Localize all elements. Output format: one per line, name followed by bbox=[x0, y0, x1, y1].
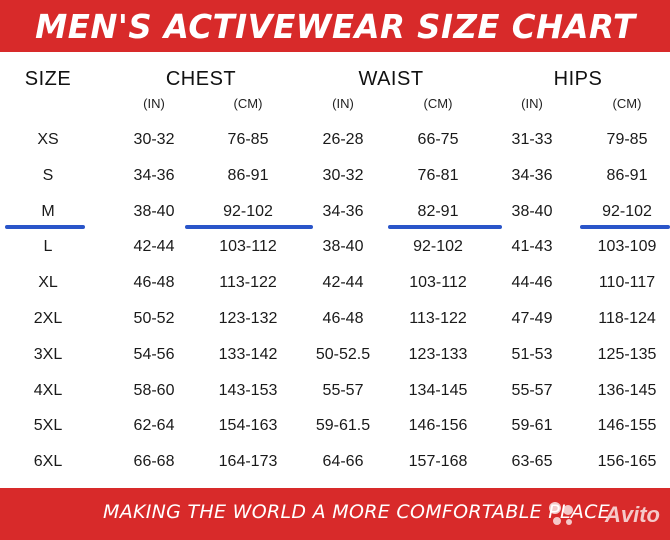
measurement-cell: 79-85 bbox=[606, 131, 648, 148]
measurement-cell: 63-65 bbox=[511, 453, 553, 471]
measurement-cell: 34-36 bbox=[133, 166, 175, 184]
highlight-underline bbox=[388, 225, 502, 229]
unit-label: (IN) bbox=[521, 96, 543, 111]
measurement-cell: 66-75 bbox=[417, 131, 459, 148]
unit-label: (CM) bbox=[233, 96, 263, 111]
measurement-cell: 50-52 bbox=[133, 310, 175, 327]
measurement-cell: 134-145 bbox=[408, 381, 468, 399]
measurement-cell: 55-57 bbox=[322, 381, 364, 399]
measurement-cell: 44-46 bbox=[511, 274, 553, 292]
measurement-cell: 76-81 bbox=[417, 166, 459, 184]
measurement-cell: 92-102 bbox=[223, 202, 273, 220]
measurement-cell: 123-132 bbox=[218, 310, 278, 327]
footer-banner: MAKING THE WORLD A MORE COMFORTABLE PLAC… bbox=[0, 488, 670, 540]
unit-label: (IN) bbox=[332, 96, 354, 111]
highlight-underline bbox=[5, 225, 85, 229]
tagline: MAKING THE WORLD A MORE COMFORTABLE PLAC… bbox=[103, 501, 611, 523]
measurement-cell: 82-91 bbox=[417, 202, 459, 220]
size-cell: 2XL bbox=[33, 310, 63, 327]
measurement-cell: 66-68 bbox=[133, 453, 175, 471]
size-cell: L bbox=[43, 238, 53, 256]
measurement-cell: 156-165 bbox=[597, 453, 657, 471]
measurement-cell: 143-153 bbox=[218, 381, 278, 399]
watermark-text: Avito bbox=[605, 502, 660, 527]
highlight-underline bbox=[580, 225, 670, 229]
measurement-cell: 42-44 bbox=[133, 238, 175, 256]
measurement-cell: 42-44 bbox=[322, 274, 364, 292]
measurement-cell: 50-52.5 bbox=[315, 345, 371, 363]
measurement-cell: 47-49 bbox=[511, 310, 553, 327]
measurement-cell: 92-102 bbox=[413, 238, 463, 256]
measurement-cell: 58-60 bbox=[133, 381, 175, 399]
measurement-cell: 113-122 bbox=[409, 310, 467, 327]
measurement-cell: 86-91 bbox=[227, 166, 269, 184]
column-header-size: SIZE bbox=[24, 68, 72, 90]
measurement-cell: 123-133 bbox=[408, 345, 468, 363]
column-header-waist: WAIST bbox=[358, 68, 424, 90]
measurement-cell: 31-33 bbox=[511, 131, 553, 148]
measurement-cell: 51-53 bbox=[511, 345, 553, 363]
measurement-cell: 136-145 bbox=[597, 381, 657, 399]
watermark-logo-icon bbox=[549, 502, 573, 525]
measurement-cell: 59-61 bbox=[511, 417, 553, 435]
size-cell: 5XL bbox=[33, 417, 63, 435]
header-banner: MEN'S ACTIVEWEAR SIZE CHART bbox=[0, 0, 670, 52]
measurement-cell: 64-66 bbox=[322, 453, 364, 471]
measurement-cell: 92-102 bbox=[602, 202, 652, 220]
measurement-cell: 103-112 bbox=[219, 238, 277, 256]
measurement-cell: 164-173 bbox=[218, 453, 278, 471]
measurement-cell: 41-43 bbox=[511, 238, 553, 256]
measurement-cell: 154-163 bbox=[218, 417, 278, 435]
unit-label: (IN) bbox=[143, 96, 165, 111]
size-cell: 6XL bbox=[33, 453, 63, 471]
measurement-cell: 103-112 bbox=[409, 274, 467, 292]
measurement-cell: 103-109 bbox=[597, 238, 657, 256]
measurement-cell: 34-36 bbox=[511, 166, 553, 184]
measurement-cell: 30-32 bbox=[133, 131, 175, 148]
measurement-cell: 55-57 bbox=[511, 381, 553, 399]
unit-label: (CM) bbox=[423, 96, 453, 111]
measurement-cell: 46-48 bbox=[133, 274, 175, 292]
measurement-cell: 46-48 bbox=[322, 310, 364, 327]
measurement-cell: 118-124 bbox=[598, 310, 656, 327]
size-cell: XL bbox=[38, 274, 58, 292]
column-header-hips: HIPS bbox=[553, 68, 603, 90]
measurement-cell: 26-28 bbox=[322, 131, 364, 148]
unit-label: (CM) bbox=[612, 96, 642, 111]
measurement-cell: 110-117 bbox=[598, 274, 656, 292]
size-cell: 3XL bbox=[33, 345, 63, 363]
measurement-cell: 62-64 bbox=[133, 417, 175, 435]
measurement-cell: 86-91 bbox=[606, 166, 648, 184]
measurement-cell: 76-85 bbox=[227, 131, 269, 148]
column-header-chest: CHEST bbox=[165, 68, 237, 90]
size-cell: 4XL bbox=[33, 381, 63, 399]
measurement-cell: 59-61.5 bbox=[315, 417, 371, 435]
measurement-cell: 146-156 bbox=[408, 417, 468, 435]
size-cell: S bbox=[42, 166, 54, 184]
measurement-cell: 38-40 bbox=[133, 202, 175, 220]
highlight-underline bbox=[185, 225, 313, 229]
measurement-cell: 146-155 bbox=[597, 417, 657, 435]
measurement-cell: 34-36 bbox=[322, 202, 364, 220]
measurement-cell: 54-56 bbox=[133, 345, 175, 363]
size-cell: XS bbox=[37, 131, 59, 148]
page-title: MEN'S ACTIVEWEAR SIZE CHART bbox=[34, 6, 636, 46]
measurement-cell: 30-32 bbox=[322, 166, 364, 184]
measurement-cell: 113-122 bbox=[219, 274, 277, 292]
measurement-cell: 133-142 bbox=[218, 345, 278, 363]
measurement-cell: 38-40 bbox=[511, 202, 553, 220]
size-cell: M bbox=[41, 202, 55, 220]
measurement-cell: 157-168 bbox=[408, 453, 468, 471]
measurement-cell: 38-40 bbox=[322, 238, 364, 256]
measurement-cell: 125-135 bbox=[597, 345, 657, 363]
